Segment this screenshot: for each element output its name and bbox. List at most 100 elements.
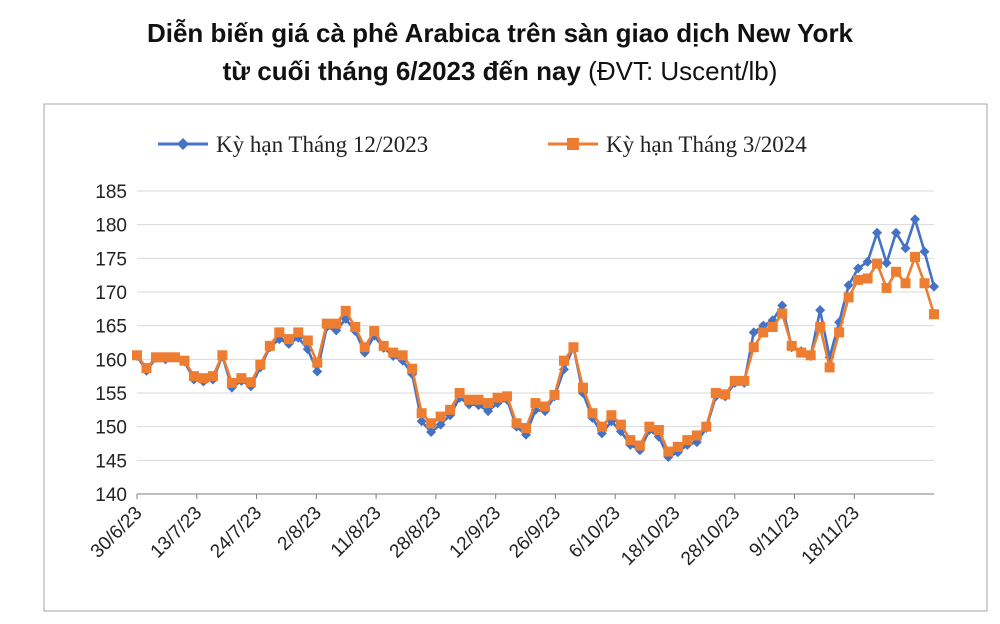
- data-point-diamond: [900, 243, 911, 254]
- data-point-square: [834, 327, 845, 338]
- data-point-square: [426, 418, 437, 429]
- data-point-diamond: [483, 406, 494, 417]
- data-point-square: [274, 327, 285, 338]
- data-point-square: [872, 258, 883, 269]
- data-point-square: [891, 266, 902, 277]
- series-layer: [132, 214, 939, 462]
- data-point-square: [132, 350, 142, 361]
- data-point-square: [853, 274, 864, 285]
- data-point-square: [644, 421, 655, 432]
- data-point-square: [416, 408, 427, 419]
- data-point-square: [312, 357, 323, 368]
- data-point-square: [502, 391, 513, 402]
- data-point-square: [910, 251, 921, 262]
- data-point-square: [568, 342, 579, 353]
- data-point-diamond: [843, 280, 854, 291]
- data-point-diamond: [777, 300, 788, 311]
- data-point-square: [188, 371, 199, 382]
- legend-label-1: Kỳ hạn Tháng 12/2023: [216, 132, 428, 157]
- y-tick-label: 180: [95, 216, 127, 237]
- data-point-diamond: [426, 427, 437, 438]
- data-point-square: [473, 394, 484, 405]
- data-point-diamond: [929, 281, 939, 292]
- data-point-square: [558, 355, 569, 366]
- data-point-diamond: [862, 256, 873, 267]
- y-tick-label: 175: [95, 249, 127, 270]
- chart-title-period: từ cuối tháng 6/2023 đến nay: [222, 56, 581, 86]
- y-tick-label: 145: [95, 451, 127, 472]
- data-point-square: [881, 282, 892, 293]
- chart-title-line2: từ cuối tháng 6/2023 đến nay (ĐVT: Uscen…: [0, 56, 1000, 87]
- legend: Kỳ hạn Tháng 12/2023 Kỳ hạn Tháng 3/2024: [158, 132, 807, 157]
- data-point-square: [264, 340, 275, 351]
- data-point-square: [777, 308, 788, 319]
- data-point-diamond: [919, 246, 930, 257]
- data-point-square: [796, 347, 807, 358]
- data-point-square: [577, 382, 588, 393]
- data-point-square: [217, 350, 228, 361]
- data-point-square: [929, 309, 939, 320]
- data-point-square: [445, 404, 456, 415]
- data-point-square: [615, 419, 626, 430]
- data-point-diamond: [416, 416, 427, 427]
- data-point-square: [539, 401, 550, 412]
- chart-title-line1: Diễn biến giá cà phê Arabica trên sàn gi…: [146, 18, 854, 48]
- data-point-square: [454, 388, 465, 398]
- data-point-square: [369, 326, 380, 337]
- data-point-square: [179, 355, 190, 366]
- data-point-square: [767, 322, 778, 333]
- data-point-square: [701, 421, 712, 432]
- legend-marker-diamond: [177, 138, 189, 150]
- data-point-square: [758, 327, 769, 338]
- data-point-square: [720, 389, 731, 400]
- y-tick-label: 170: [95, 283, 127, 304]
- data-point-diamond: [853, 263, 864, 274]
- data-point-square: [226, 377, 237, 388]
- y-tick-label: 165: [95, 317, 127, 338]
- data-point-square: [682, 435, 693, 446]
- y-tick-label: 140: [95, 485, 127, 506]
- y-tick-label: 155: [95, 384, 127, 405]
- data-point-square: [141, 363, 152, 374]
- data-point-square: [843, 292, 854, 303]
- data-point-square: [530, 398, 541, 409]
- data-point-square: [521, 423, 532, 434]
- data-point-square: [407, 363, 418, 374]
- legend-label-2: Kỳ hạn Tháng 3/2024: [606, 132, 807, 157]
- y-tick-label: 150: [95, 418, 127, 439]
- y-tick-label: 160: [95, 350, 127, 371]
- data-point-diamond: [910, 214, 921, 225]
- data-point-square: [388, 347, 399, 358]
- data-point-square: [255, 359, 266, 370]
- chart-title-unit: (ĐVT: Uscent/lb): [580, 56, 778, 86]
- data-point-square: [283, 334, 294, 345]
- data-point-square: [198, 373, 209, 384]
- data-point-square: [710, 388, 721, 398]
- data-point-square: [340, 305, 351, 316]
- data-point-square: [435, 411, 446, 422]
- data-point-diamond: [872, 227, 883, 238]
- data-point-square: [653, 425, 664, 436]
- data-point-diamond: [435, 419, 446, 430]
- data-point-square: [729, 375, 740, 386]
- data-point-diamond: [748, 327, 759, 338]
- data-point-diamond: [312, 366, 323, 377]
- data-point-square: [748, 342, 759, 353]
- data-point-square: [302, 335, 313, 346]
- data-point-square: [596, 421, 607, 432]
- data-point-square: [549, 390, 560, 401]
- data-point-square: [293, 327, 304, 338]
- data-point-square: [786, 340, 797, 351]
- data-point-square: [331, 318, 342, 329]
- data-point-square: [236, 373, 247, 384]
- data-point-square: [691, 430, 702, 441]
- data-point-diamond: [881, 258, 892, 269]
- data-point-square: [378, 340, 389, 351]
- data-point-square: [397, 350, 408, 361]
- data-point-diamond: [891, 227, 902, 238]
- data-point-square: [492, 392, 503, 403]
- data-point-square: [464, 394, 475, 405]
- data-point-square: [207, 371, 218, 382]
- y-tick-label: 185: [95, 182, 127, 203]
